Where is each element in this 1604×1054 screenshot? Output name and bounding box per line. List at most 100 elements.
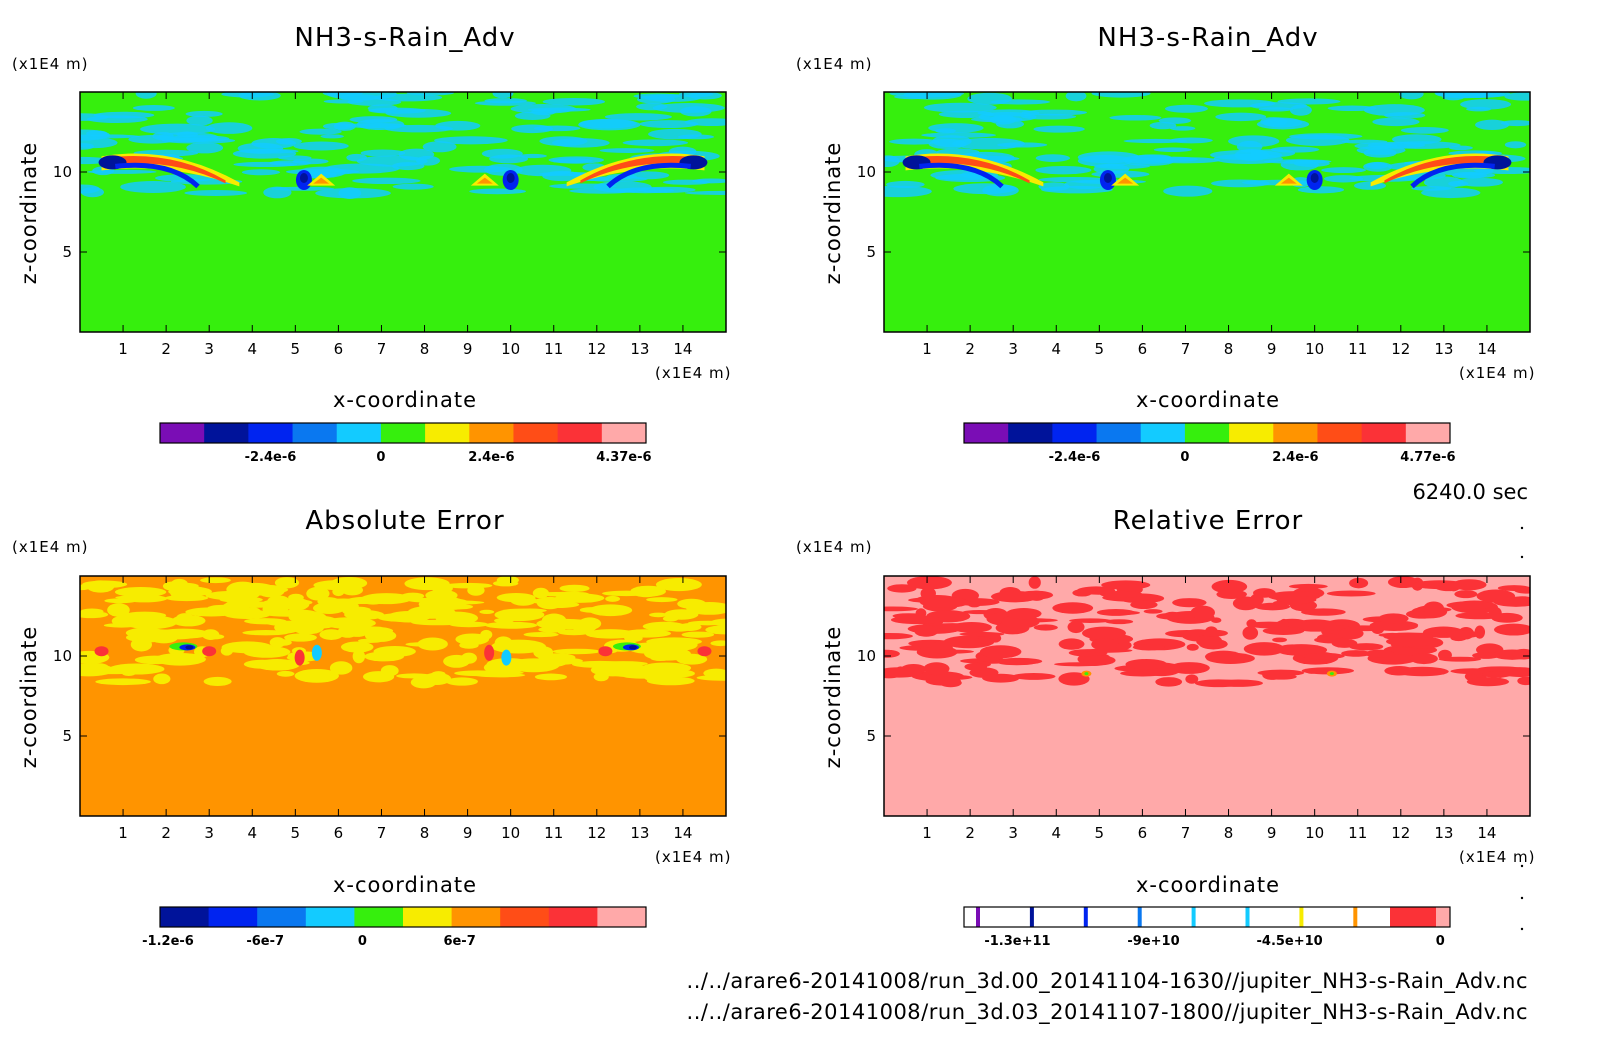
field-patch [710,640,726,647]
field-patch [459,641,479,649]
colorbar-swatch [469,423,514,443]
panel-title: NH3-s-Rain_Adv [1097,23,1318,53]
field-patch [678,623,702,631]
colorbar-line [1299,907,1304,927]
field-patch [1105,619,1134,625]
field-patch [352,177,421,185]
x-tick-label: 11 [1348,340,1367,358]
field-patch [474,100,537,106]
field-core [185,645,194,650]
field-patch [275,138,302,145]
colorbar-tick-label: -6e-7 [246,934,284,949]
field-patch [360,149,406,157]
colorbar-bg [964,907,1450,927]
x-tick-label: 6 [334,340,344,358]
plot-frame [79,575,727,817]
edge-dot [1520,864,1524,868]
x-tick-label: 12 [587,340,606,358]
field-patch [670,669,695,678]
x-tick-label: 1 [118,824,128,842]
field-patch [650,654,671,662]
field-patch [1052,602,1094,614]
field-patch [1354,142,1398,150]
field-patch [170,578,188,589]
field-patch [1363,147,1397,158]
colorbar-swatch [204,423,249,443]
colorbar-line [976,907,980,927]
field-patch [1035,154,1071,162]
field-patch [80,129,110,141]
field-patch [1443,630,1481,639]
field-patch [1449,145,1473,151]
field-patch [1170,126,1196,131]
field-patch [1386,636,1438,647]
field-patch [536,596,563,610]
field-patch [1372,117,1420,127]
field-patch [887,584,917,593]
field-patch [203,676,232,686]
field-patch [1475,119,1510,130]
field-patch [1035,165,1092,175]
colorbar: -1.3e+11 -9e+10 -4.5e+10 0 [963,906,1451,949]
field-patch [549,183,617,189]
field-patch [1305,668,1318,674]
field-patch [979,645,1022,659]
field-patch [1349,643,1384,651]
field-patch [1412,580,1466,590]
field-patch [579,607,603,613]
field-patch [1033,624,1058,631]
field-patch [1410,653,1438,665]
x-tick-label: 2 [965,824,975,842]
field-patch [534,673,568,681]
x-tick-label: 9 [463,340,473,358]
field-patch [385,108,452,118]
field-patch [1077,151,1140,164]
field-patch [417,637,448,651]
field-patch [990,590,1039,603]
field-patch [411,619,465,626]
field-patch [184,189,248,197]
field-patch [1249,593,1264,606]
colorbar-tick-label: -2.4e-6 [1049,450,1101,465]
field-patch [552,158,593,164]
time-label: 6240.0 sec [1412,480,1528,504]
field-patch [1460,99,1512,110]
field-patch [1504,92,1530,101]
colorbar-swatch [1317,423,1363,443]
field-patch [982,673,1020,683]
field-patch [1275,644,1328,656]
field-patch [646,597,678,603]
field-patch [1466,677,1510,687]
field-patch [127,621,167,628]
colorbar-swatch [1390,907,1436,927]
x-tick-label: 5 [291,340,301,358]
colorbar-swatch [403,907,453,927]
field-patch [1130,600,1158,610]
field-patch [291,621,325,635]
field-patch [1206,652,1255,664]
colorbar-tick-label: 2.4e-6 [1272,450,1318,465]
x-tick-label: 6 [1138,340,1148,358]
field-patch [344,122,407,129]
field-patch [423,604,437,615]
field-patch [1438,656,1482,662]
field-patch [80,184,100,194]
field-patch [480,629,493,640]
colorbar-swatch [557,423,603,443]
panel-title: Absolute Error [305,506,504,536]
field-patch [648,128,702,140]
field-core [697,646,712,657]
field-patch [1213,153,1283,164]
field-patch [1096,609,1135,616]
field-patch [510,595,537,606]
field-patch [401,592,425,600]
field-patch [185,110,223,117]
field-patch [655,578,702,592]
colorbar-tick-label: 0 [1436,934,1445,949]
colorbar-swatch [248,423,294,443]
field-patch [1341,650,1371,657]
field-patch [135,92,157,99]
field-patch [341,584,364,596]
colorbar: -2.4e-6 0 2.4e-6 4.37e-6 [159,422,652,465]
y-unit-label: (x1E4 m) [12,55,89,73]
